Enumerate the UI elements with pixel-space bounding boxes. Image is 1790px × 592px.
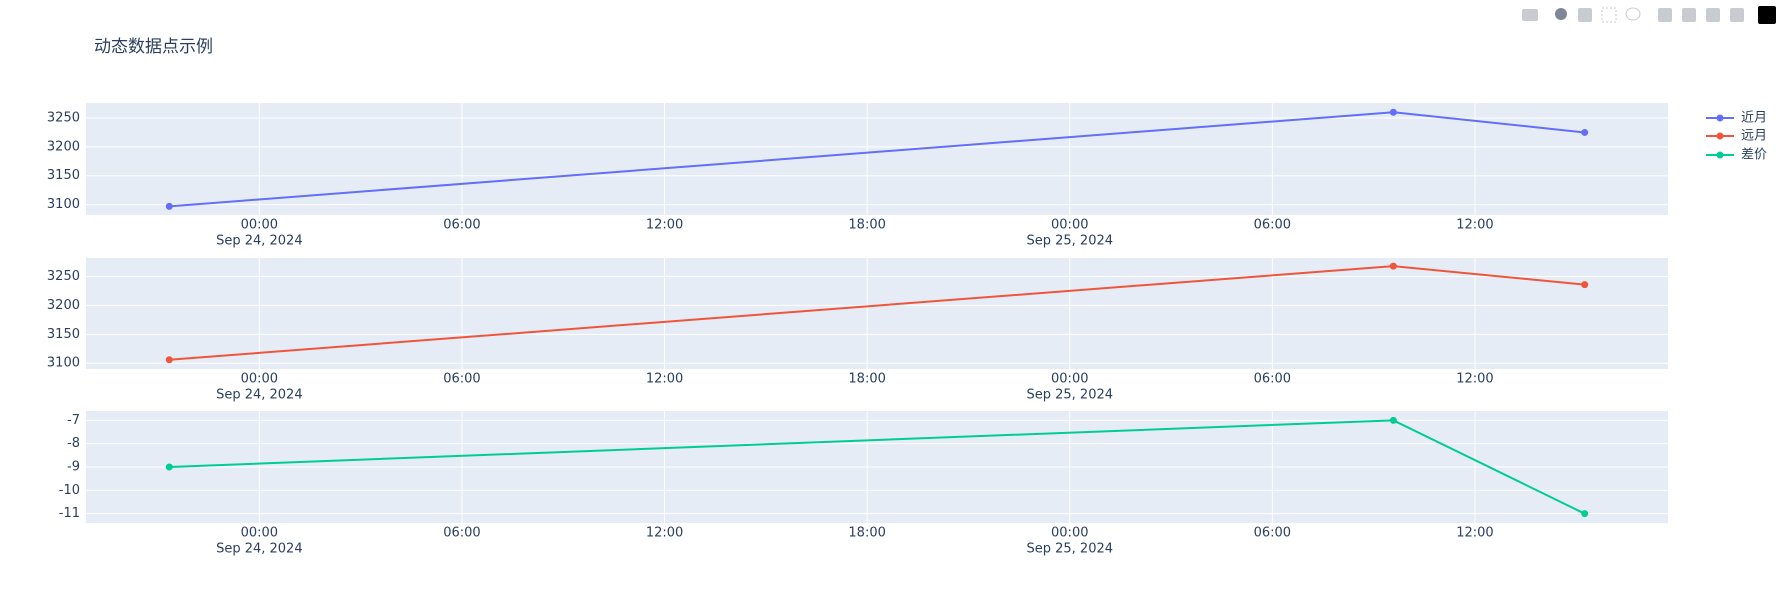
marker	[1581, 128, 1589, 136]
toolbar[interactable]	[1522, 6, 1776, 24]
x-tick-label: 12:00	[1456, 526, 1493, 541]
box-select-icon[interactable]	[1601, 7, 1617, 23]
x-tick-label: Sep 24, 2024	[216, 234, 303, 249]
legend-label: 差价	[1741, 148, 1767, 163]
pan-icon[interactable]	[1578, 8, 1592, 22]
x-tick-label: Sep 25, 2024	[1026, 234, 1113, 249]
marker	[1581, 510, 1589, 518]
legend-marker	[1716, 151, 1724, 159]
marker	[1389, 416, 1397, 424]
y-tick-label: -7	[67, 413, 80, 428]
y-tick-label: -8	[67, 436, 80, 451]
legend-label: 近月	[1741, 111, 1767, 126]
x-tick-label: 00:00	[1051, 218, 1088, 233]
x-tick-label: 00:00	[241, 372, 278, 387]
x-tick-label: 06:00	[1254, 372, 1291, 387]
x-tick-label: 06:00	[443, 526, 480, 541]
zoom-icon[interactable]	[1555, 8, 1567, 20]
x-tick-label: Sep 25, 2024	[1026, 542, 1113, 557]
zoom-in-icon[interactable]	[1658, 8, 1672, 22]
reset-icon[interactable]	[1730, 8, 1744, 22]
zoom-out-icon[interactable]	[1682, 8, 1696, 22]
x-tick-label: 12:00	[1456, 372, 1493, 387]
x-tick-label: 06:00	[443, 218, 480, 233]
y-tick-label: -11	[59, 506, 80, 521]
x-tick-label: 18:00	[848, 218, 885, 233]
autoscale-icon[interactable]	[1706, 8, 1720, 22]
marker	[165, 356, 173, 364]
legend-marker	[1716, 132, 1724, 140]
y-tick-label: -9	[67, 460, 80, 475]
y-tick-label: 3100	[47, 356, 80, 371]
chart-title: 动态数据点示例	[94, 37, 213, 57]
x-tick-label: 00:00	[241, 526, 278, 541]
marker	[165, 202, 173, 210]
x-tick-label: 00:00	[1051, 526, 1088, 541]
y-tick-label: 3100	[47, 197, 80, 212]
x-tick-label: 00:00	[241, 218, 278, 233]
marker	[1389, 262, 1397, 270]
x-tick-label: 12:00	[646, 372, 683, 387]
x-tick-label: 00:00	[1051, 372, 1088, 387]
y-tick-label: 3200	[47, 298, 80, 313]
x-tick-label: 12:00	[1456, 218, 1493, 233]
y-tick-label: -10	[59, 483, 80, 498]
plot-area	[86, 103, 1668, 215]
y-tick-label: 3150	[47, 327, 80, 342]
x-tick-label: 18:00	[848, 372, 885, 387]
x-tick-label: 12:00	[646, 218, 683, 233]
y-tick-label: 3250	[47, 269, 80, 284]
x-tick-label: 12:00	[646, 526, 683, 541]
y-tick-label: 3200	[47, 139, 80, 154]
marker	[165, 463, 173, 471]
marker	[1581, 281, 1589, 289]
x-tick-label: 06:00	[1254, 526, 1291, 541]
x-tick-label: Sep 24, 2024	[216, 388, 303, 403]
legend-label: 远月	[1741, 129, 1767, 144]
plotly-logo[interactable]	[1758, 6, 1776, 24]
y-tick-label: 3150	[47, 168, 80, 183]
x-tick-label: 06:00	[443, 372, 480, 387]
x-tick-label: 06:00	[1254, 218, 1291, 233]
marker	[1389, 108, 1397, 116]
x-tick-label: Sep 25, 2024	[1026, 388, 1113, 403]
lasso-icon[interactable]	[1625, 7, 1641, 21]
plot-area	[86, 258, 1668, 369]
x-tick-label: 18:00	[848, 526, 885, 541]
y-tick-label: 3250	[47, 111, 80, 126]
camera-icon[interactable]	[1522, 9, 1538, 21]
x-tick-label: Sep 24, 2024	[216, 542, 303, 557]
legend-marker	[1716, 114, 1724, 122]
